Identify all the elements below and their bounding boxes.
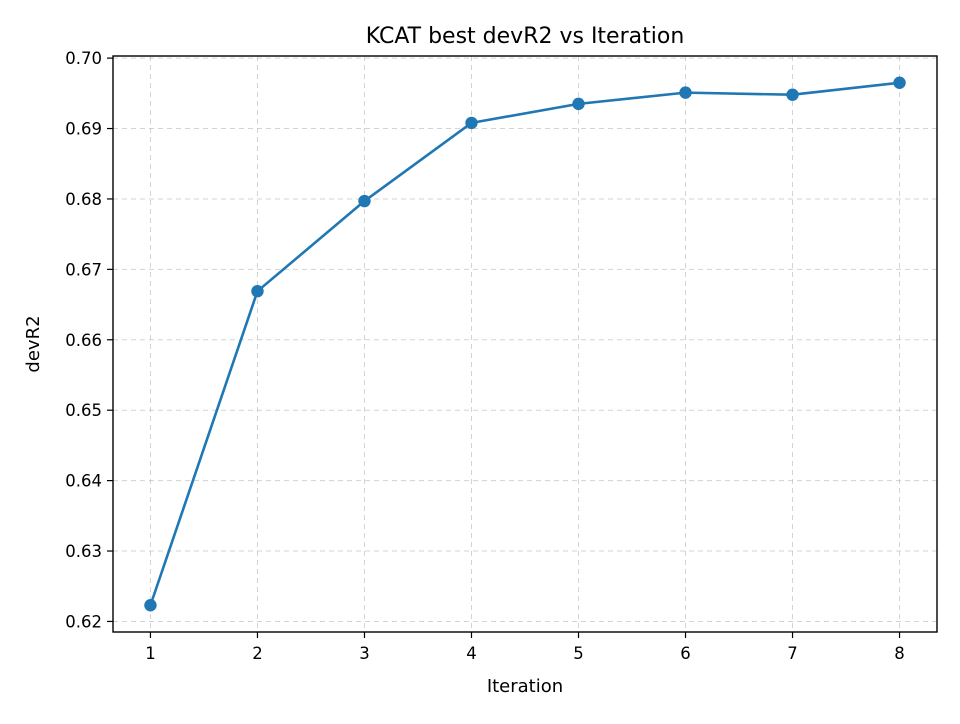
y-tick-label: 0.66 xyxy=(65,331,102,350)
data-point xyxy=(465,116,478,130)
data-point xyxy=(679,86,692,99)
y-tick-label: 0.65 xyxy=(65,401,102,420)
chart-title: KCAT best devR2 vs Iteration xyxy=(366,24,685,49)
data-point xyxy=(144,599,157,612)
data-point xyxy=(358,194,371,208)
series-layer xyxy=(144,76,906,612)
y-tick-label: 0.64 xyxy=(65,472,102,491)
y-axis-ticks: 0.62 0.63 0.64 0.65 0.66 0.67 0.68 0.69 0.70 xyxy=(65,49,113,631)
data-point xyxy=(786,88,799,101)
x-tick-label: 6 xyxy=(680,644,691,663)
grid-layer xyxy=(113,56,937,632)
data-point xyxy=(572,97,585,111)
x-axis-label: Iteration xyxy=(487,676,563,697)
x-axis-ticks: 1 2 3 4 5 6 7 8 xyxy=(145,632,905,663)
y-tick-label: 0.63 xyxy=(65,542,102,561)
data-point xyxy=(893,76,906,89)
x-tick-label: 7 xyxy=(787,644,798,663)
data-point xyxy=(251,284,264,298)
x-tick-label: 8 xyxy=(894,644,905,663)
y-tick-label: 0.70 xyxy=(65,49,102,68)
y-tick-label: 0.67 xyxy=(65,260,102,279)
x-tick-label: 3 xyxy=(359,644,370,663)
x-tick-label: 1 xyxy=(145,644,156,663)
plot-area-frame xyxy=(112,55,938,633)
x-tick-label: 5 xyxy=(573,644,584,663)
x-tick-label: 2 xyxy=(252,644,263,663)
y-tick-label: 0.68 xyxy=(65,190,102,209)
y-axis-label: devR2 xyxy=(23,315,44,372)
x-tick-label: 4 xyxy=(466,644,477,663)
y-tick-label: 0.62 xyxy=(65,612,102,631)
series-line xyxy=(149,81,901,607)
y-tick-label: 0.69 xyxy=(65,120,102,139)
